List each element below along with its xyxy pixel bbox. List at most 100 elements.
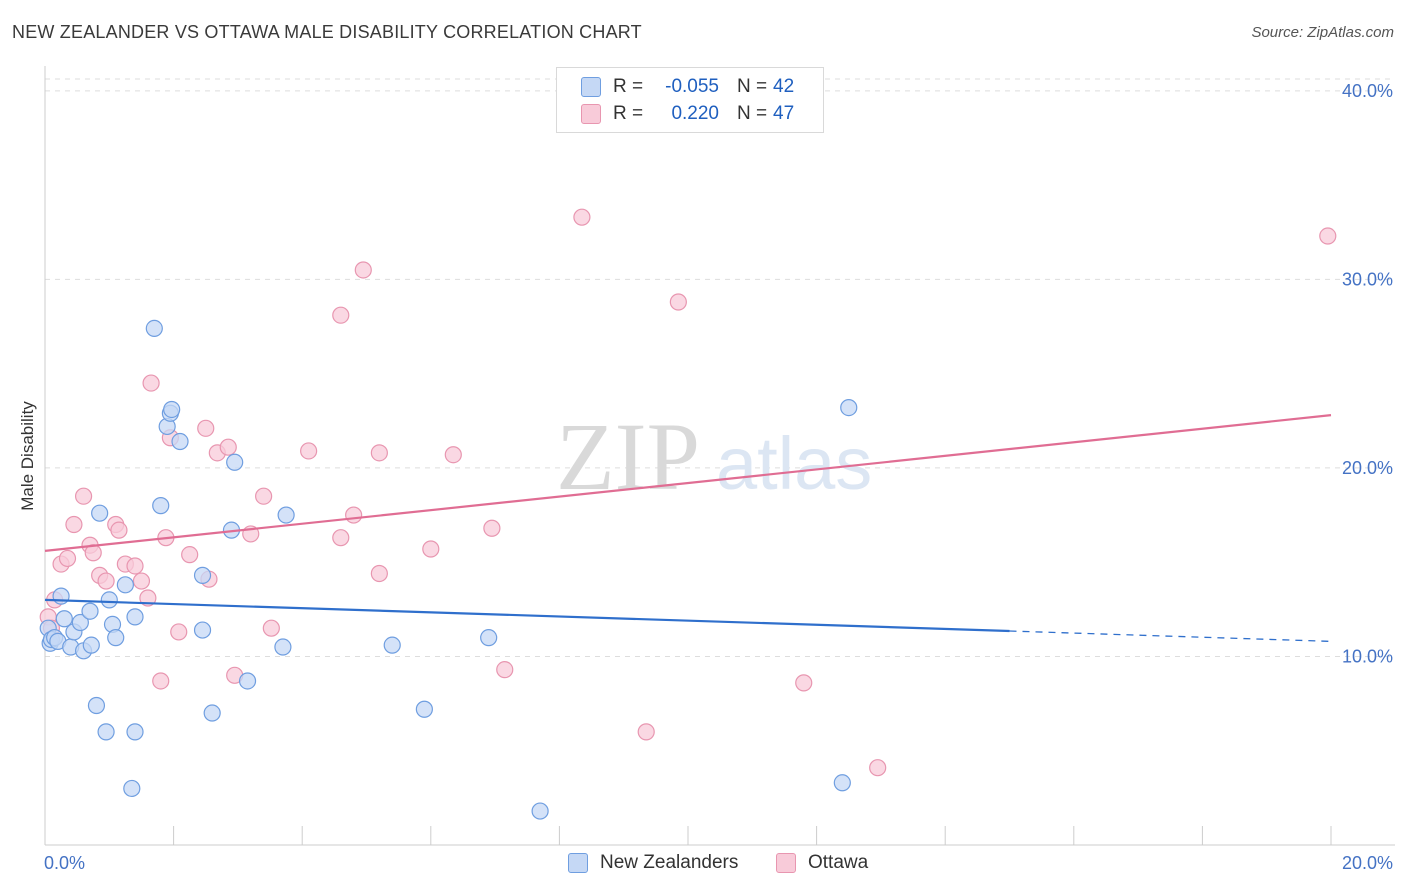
legend-r-value: 0.220 bbox=[671, 103, 719, 124]
trendline-new-zealanders-extension bbox=[1009, 630, 1332, 643]
point-ottawa bbox=[354, 261, 372, 279]
point-new-zealanders bbox=[55, 610, 73, 628]
point-ottawa bbox=[573, 208, 591, 226]
legend-swatch-pink bbox=[776, 853, 796, 873]
y-tick-label: 10.0% bbox=[1342, 646, 1393, 666]
point-ottawa bbox=[170, 623, 188, 641]
source-label: Source: ZipAtlas.com bbox=[1251, 24, 1394, 41]
point-new-zealanders bbox=[116, 576, 134, 594]
point-ottawa bbox=[110, 521, 128, 539]
data-points bbox=[39, 208, 1337, 820]
y-tick-labels: 10.0% 20.0% 30.0% 40.0% bbox=[1342, 81, 1393, 667]
point-new-zealanders bbox=[145, 319, 163, 338]
point-ottawa bbox=[345, 506, 363, 524]
legend-r-label: R = bbox=[613, 76, 644, 97]
point-new-zealanders bbox=[274, 638, 292, 656]
x-tick-labels: 0.0% 20.0% bbox=[44, 853, 1393, 873]
point-ottawa bbox=[300, 442, 318, 460]
point-ottawa bbox=[869, 759, 887, 777]
point-new-zealanders bbox=[100, 591, 118, 609]
legend-swatch-blue bbox=[581, 77, 601, 97]
point-new-zealanders bbox=[126, 608, 144, 626]
point-new-zealanders bbox=[193, 621, 212, 639]
legend-r-value: -0.055 bbox=[665, 76, 719, 97]
point-new-zealanders bbox=[91, 504, 109, 522]
point-ottawa bbox=[332, 529, 350, 547]
y-tick-label: 20.0% bbox=[1342, 458, 1393, 478]
point-ottawa bbox=[262, 619, 280, 637]
point-new-zealanders bbox=[531, 802, 549, 820]
point-new-zealanders bbox=[52, 587, 70, 605]
legend-row-ottawa: R = 0.220 N = 47 bbox=[581, 101, 794, 127]
watermark-zip: ZIP bbox=[556, 403, 700, 510]
legend-n-label: N = bbox=[737, 76, 768, 97]
point-new-zealanders bbox=[163, 400, 181, 419]
point-new-zealanders bbox=[226, 453, 244, 471]
point-new-zealanders bbox=[840, 398, 858, 417]
point-ottawa bbox=[422, 540, 440, 558]
point-ottawa bbox=[370, 444, 388, 462]
legend-item-new-zealanders[interactable]: New Zealanders bbox=[568, 852, 738, 874]
point-ottawa bbox=[132, 572, 151, 590]
legend-swatch-pink bbox=[581, 104, 601, 124]
legend-label-ottawa: Ottawa bbox=[808, 852, 869, 873]
point-ottawa bbox=[152, 672, 170, 690]
point-new-zealanders bbox=[833, 774, 851, 792]
point-new-zealanders bbox=[82, 636, 100, 654]
watermark-atlas: atlas bbox=[716, 422, 872, 505]
point-ottawa bbox=[97, 572, 115, 590]
point-ottawa bbox=[669, 293, 687, 311]
legend-row-new-zealanders: R = -0.055 N = 42 bbox=[581, 74, 794, 100]
x-tick-label-min: 0.0% bbox=[44, 853, 85, 873]
correlation-legend: R = -0.055 N = 42 R = 0.220 N = 47 bbox=[556, 67, 824, 133]
x-tick-label-max: 20.0% bbox=[1342, 853, 1393, 873]
point-ottawa bbox=[795, 674, 813, 692]
trend-lines bbox=[44, 414, 1332, 643]
point-ottawa bbox=[58, 549, 77, 568]
legend-swatch-blue bbox=[568, 853, 588, 873]
legend-n-value: 42 bbox=[773, 76, 795, 97]
y-tick-label: 30.0% bbox=[1342, 269, 1393, 289]
point-ottawa bbox=[126, 557, 144, 575]
point-new-zealanders bbox=[126, 723, 144, 741]
point-new-zealanders bbox=[81, 602, 99, 620]
point-ottawa bbox=[255, 487, 273, 505]
point-ottawa bbox=[370, 564, 388, 583]
point-ottawa bbox=[496, 661, 514, 679]
legend-n-label: N = bbox=[737, 103, 768, 124]
trendline-ottawa bbox=[44, 414, 1332, 552]
point-new-zealanders bbox=[171, 432, 189, 451]
point-ottawa bbox=[74, 487, 93, 505]
point-ottawa bbox=[444, 446, 462, 464]
point-ottawa bbox=[142, 374, 160, 392]
point-ottawa bbox=[65, 515, 83, 534]
point-ottawa bbox=[181, 546, 199, 564]
point-new-zealanders bbox=[480, 629, 498, 647]
point-new-zealanders bbox=[193, 566, 212, 584]
point-new-zealanders bbox=[415, 700, 433, 718]
point-new-zealanders bbox=[383, 636, 401, 654]
legend-r-label: R = bbox=[613, 103, 644, 124]
point-new-zealanders bbox=[97, 723, 115, 741]
point-new-zealanders bbox=[152, 497, 170, 515]
point-new-zealanders bbox=[277, 506, 295, 524]
legend-n-value: 47 bbox=[773, 103, 795, 124]
chart-title: NEW ZEALANDER VS OTTAWA MALE DISABILITY … bbox=[12, 22, 642, 42]
y-tick-label: 40.0% bbox=[1342, 81, 1393, 101]
point-ottawa bbox=[637, 723, 655, 741]
point-ottawa bbox=[483, 519, 501, 537]
point-ottawa bbox=[197, 419, 215, 437]
point-new-zealanders bbox=[107, 629, 125, 647]
axes bbox=[44, 66, 1395, 846]
trendline-new-zealanders bbox=[44, 598, 1010, 633]
grid-lines bbox=[45, 78, 1395, 657]
point-new-zealanders bbox=[238, 672, 257, 690]
legend-item-ottawa[interactable]: Ottawa bbox=[776, 852, 868, 874]
point-new-zealanders bbox=[203, 704, 221, 722]
point-ottawa bbox=[332, 306, 350, 324]
legend-label-new-zealanders: New Zealanders bbox=[600, 852, 739, 873]
point-ottawa bbox=[1319, 227, 1337, 245]
point-new-zealanders bbox=[87, 696, 106, 715]
point-new-zealanders bbox=[123, 779, 141, 798]
